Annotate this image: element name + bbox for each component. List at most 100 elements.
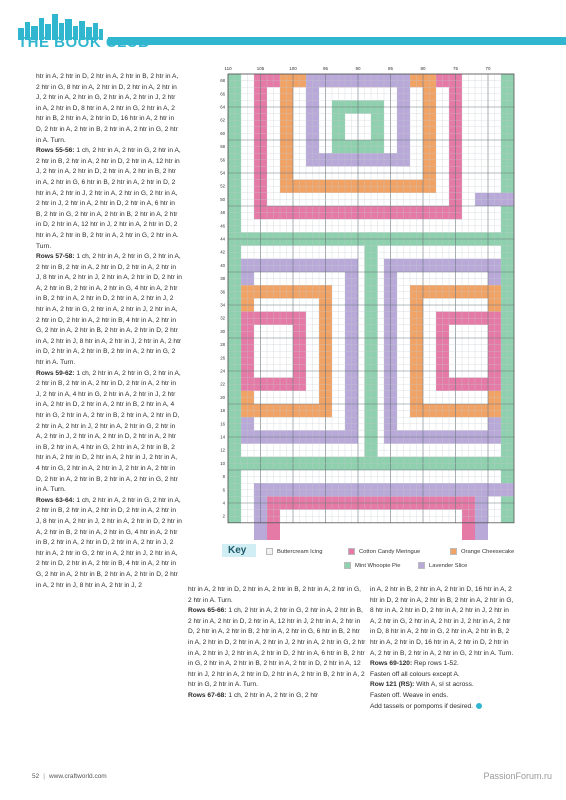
instruction-paragraph: Add tassels or pompoms if desired. bbox=[370, 702, 516, 713]
colour-swatch bbox=[344, 562, 351, 569]
left-axis-label: 12 bbox=[220, 448, 225, 453]
left-axis-label: 4 bbox=[223, 501, 226, 506]
left-axis-label: 52 bbox=[220, 184, 225, 189]
colour-swatch bbox=[450, 548, 457, 555]
left-axis-label: 60 bbox=[220, 131, 225, 136]
left-axis-label: 48 bbox=[220, 210, 225, 215]
colour-swatch bbox=[266, 548, 273, 555]
key-label: Cotton Candy Meringue bbox=[359, 548, 421, 555]
website-link[interactable]: www.craftworld.com bbox=[48, 773, 107, 780]
left-axis-label: 26 bbox=[220, 355, 225, 360]
left-axis-label: 16 bbox=[220, 421, 225, 426]
instruction-paragraph: Rows 63-64: 1 ch, 2 htr in A, 2 htr in G… bbox=[36, 496, 182, 591]
key-item: Orange Cheesecake bbox=[450, 548, 514, 555]
watermark: PassionForum.ru bbox=[483, 771, 552, 781]
key-item: Lavender Slice bbox=[418, 562, 467, 569]
top-axis-label: 105 bbox=[257, 66, 265, 71]
instructions-column-3: in A, 2 htr in B, 2 htr in A, 2 htr in D… bbox=[370, 585, 516, 712]
left-axis-label: 66 bbox=[220, 91, 225, 96]
chart-border bbox=[227, 73, 515, 524]
left-axis-label: 46 bbox=[220, 223, 225, 228]
row-text: in A, 2 htr in B, 2 htr in A, 2 htr in D… bbox=[370, 586, 514, 657]
instruction-paragraph: Rows 69-120: Rep rows 1-52. bbox=[370, 659, 516, 670]
top-axis-label: 90 bbox=[355, 66, 361, 71]
left-axis-label: 36 bbox=[220, 289, 225, 294]
row-label: Rows 63-64: bbox=[36, 496, 75, 504]
key-label: Orange Cheesecake bbox=[461, 548, 515, 555]
instruction-paragraph: Rows 65-66: 1 ch, 2 htr in A, 2 htr in G… bbox=[188, 606, 366, 691]
row-text: 1 ch, 2 htr in A, 2 htr in G, 2 htr in A… bbox=[36, 369, 181, 494]
header-bar: THE BOOK CLUB bbox=[0, 0, 566, 51]
left-axis-label: 62 bbox=[220, 118, 225, 123]
row-text: htr in A, 2 htr in D, 2 htr in A, 2 htr … bbox=[188, 586, 361, 604]
left-axis-label: 56 bbox=[220, 157, 225, 162]
row-text: htr in A, 2 htr in D, 2 htr in A, 2 htr … bbox=[36, 73, 179, 144]
page-footer: 52 | www.craftworld.com bbox=[32, 773, 107, 780]
instruction-paragraph: Fasten off. Weave in ends. bbox=[370, 691, 516, 702]
page-number: 52 bbox=[32, 773, 40, 780]
key-label: Lavender Slice bbox=[429, 562, 468, 569]
top-axis-label: 85 bbox=[388, 66, 394, 71]
left-axis-label: 38 bbox=[220, 276, 225, 281]
key-item: Buttercream Icing bbox=[266, 548, 322, 555]
row-text: Fasten off all colours except A. bbox=[370, 670, 460, 678]
crochet-chart: 110 105 100 95 90 85 80 75 70 68 66 64 62 60 58 56 54 52 5… bbox=[214, 62, 520, 540]
key-label: Buttercream Icing bbox=[277, 548, 323, 555]
left-axis-label: 42 bbox=[220, 250, 225, 255]
instruction-paragraph: Rows 57-58: 1 ch, 2 htr in A, 2 htr in G… bbox=[36, 252, 182, 369]
colour-swatch bbox=[348, 548, 355, 555]
city-skyline-icon bbox=[18, 14, 103, 40]
key-item: Cotton Candy Meringue bbox=[348, 548, 420, 555]
row-text: Fasten off. Weave in ends. bbox=[370, 691, 449, 699]
instruction-paragraph: htr in A, 2 htr in D, 2 htr in A, 2 htr … bbox=[36, 72, 182, 146]
row-label: Rows 65-66: bbox=[188, 607, 227, 615]
left-axis-label: 6 bbox=[223, 487, 226, 492]
row-label: Rows 69-120: bbox=[370, 660, 413, 668]
key-title: Key bbox=[222, 544, 257, 557]
colour-key: Key Buttercream Icing Cotton Candy Mering… bbox=[222, 544, 518, 574]
left-axis-label: 28 bbox=[220, 342, 225, 347]
left-axis-label: 8 bbox=[223, 474, 226, 479]
instructions-column-2: htr in A, 2 htr in D, 2 htr in A, 2 htr … bbox=[188, 585, 366, 702]
left-axis-label: 24 bbox=[220, 369, 225, 374]
key-item: Mint Whoopie Pie bbox=[344, 562, 400, 569]
row-label: Rows 55-56: bbox=[36, 147, 75, 155]
row-label: Row 121 (RS): bbox=[370, 681, 415, 689]
instruction-paragraph: Rows 67-68: 1 ch, 2 htr in A, 2 htr in G… bbox=[188, 691, 366, 702]
left-axis-label: 44 bbox=[220, 237, 225, 242]
left-axis-label: 2 bbox=[223, 514, 226, 519]
top-axis-label: 110 bbox=[224, 66, 232, 71]
top-axis-label: 100 bbox=[289, 66, 297, 71]
header-stripe bbox=[108, 37, 566, 45]
left-axis-label: 10 bbox=[220, 461, 225, 466]
instruction-paragraph: Rows 55-56: 1 ch, 2 htr in A, 2 htr in G… bbox=[36, 146, 182, 252]
instruction-paragraph: Rows 59-62: 1 ch, 2 htr in A, 2 htr in G… bbox=[36, 369, 182, 496]
instruction-paragraph: Fasten off all colours except A. bbox=[370, 670, 516, 681]
left-axis-label: 18 bbox=[220, 408, 225, 413]
key-label: Mint Whoopie Pie bbox=[355, 562, 401, 569]
left-axis-label: 40 bbox=[220, 263, 225, 268]
top-axis-label: 70 bbox=[485, 66, 491, 71]
left-axis-label: 32 bbox=[220, 316, 225, 321]
instruction-paragraph: in A, 2 htr in B, 2 htr in A, 2 htr in D… bbox=[370, 585, 516, 659]
left-axis-label: 14 bbox=[220, 435, 225, 440]
top-axis-label: 75 bbox=[453, 66, 459, 71]
row-label: Rows 67-68: bbox=[188, 691, 227, 699]
instruction-paragraph: Row 121 (RS): With A, sl st across. bbox=[370, 680, 516, 691]
left-axis-label: 68 bbox=[220, 78, 225, 83]
row-label: Rows 57-58: bbox=[36, 253, 75, 261]
row-text: 1 ch, 2 htr in A, 2 htr in G, 2 htr in A… bbox=[36, 147, 181, 250]
left-axis-label: 20 bbox=[220, 395, 225, 400]
instruction-paragraph: htr in A, 2 htr in D, 2 htr in A, 2 htr … bbox=[188, 585, 366, 606]
left-axis-label: 64 bbox=[220, 105, 225, 110]
left-axis-label: 34 bbox=[220, 303, 225, 308]
top-axis-label: 95 bbox=[323, 66, 329, 71]
end-marker-icon bbox=[475, 702, 482, 709]
left-axis-label: 50 bbox=[220, 197, 225, 202]
left-axis-label: 22 bbox=[220, 382, 225, 387]
left-axis-label: 58 bbox=[220, 144, 225, 149]
footer-divider: | bbox=[43, 773, 45, 780]
row-text: Rep rows 1-52. bbox=[412, 660, 459, 668]
row-label: Rows 59-62: bbox=[36, 369, 75, 377]
row-text: 1 ch, 2 htr in A, 2 htr in G, 2 htr in A… bbox=[36, 253, 182, 367]
